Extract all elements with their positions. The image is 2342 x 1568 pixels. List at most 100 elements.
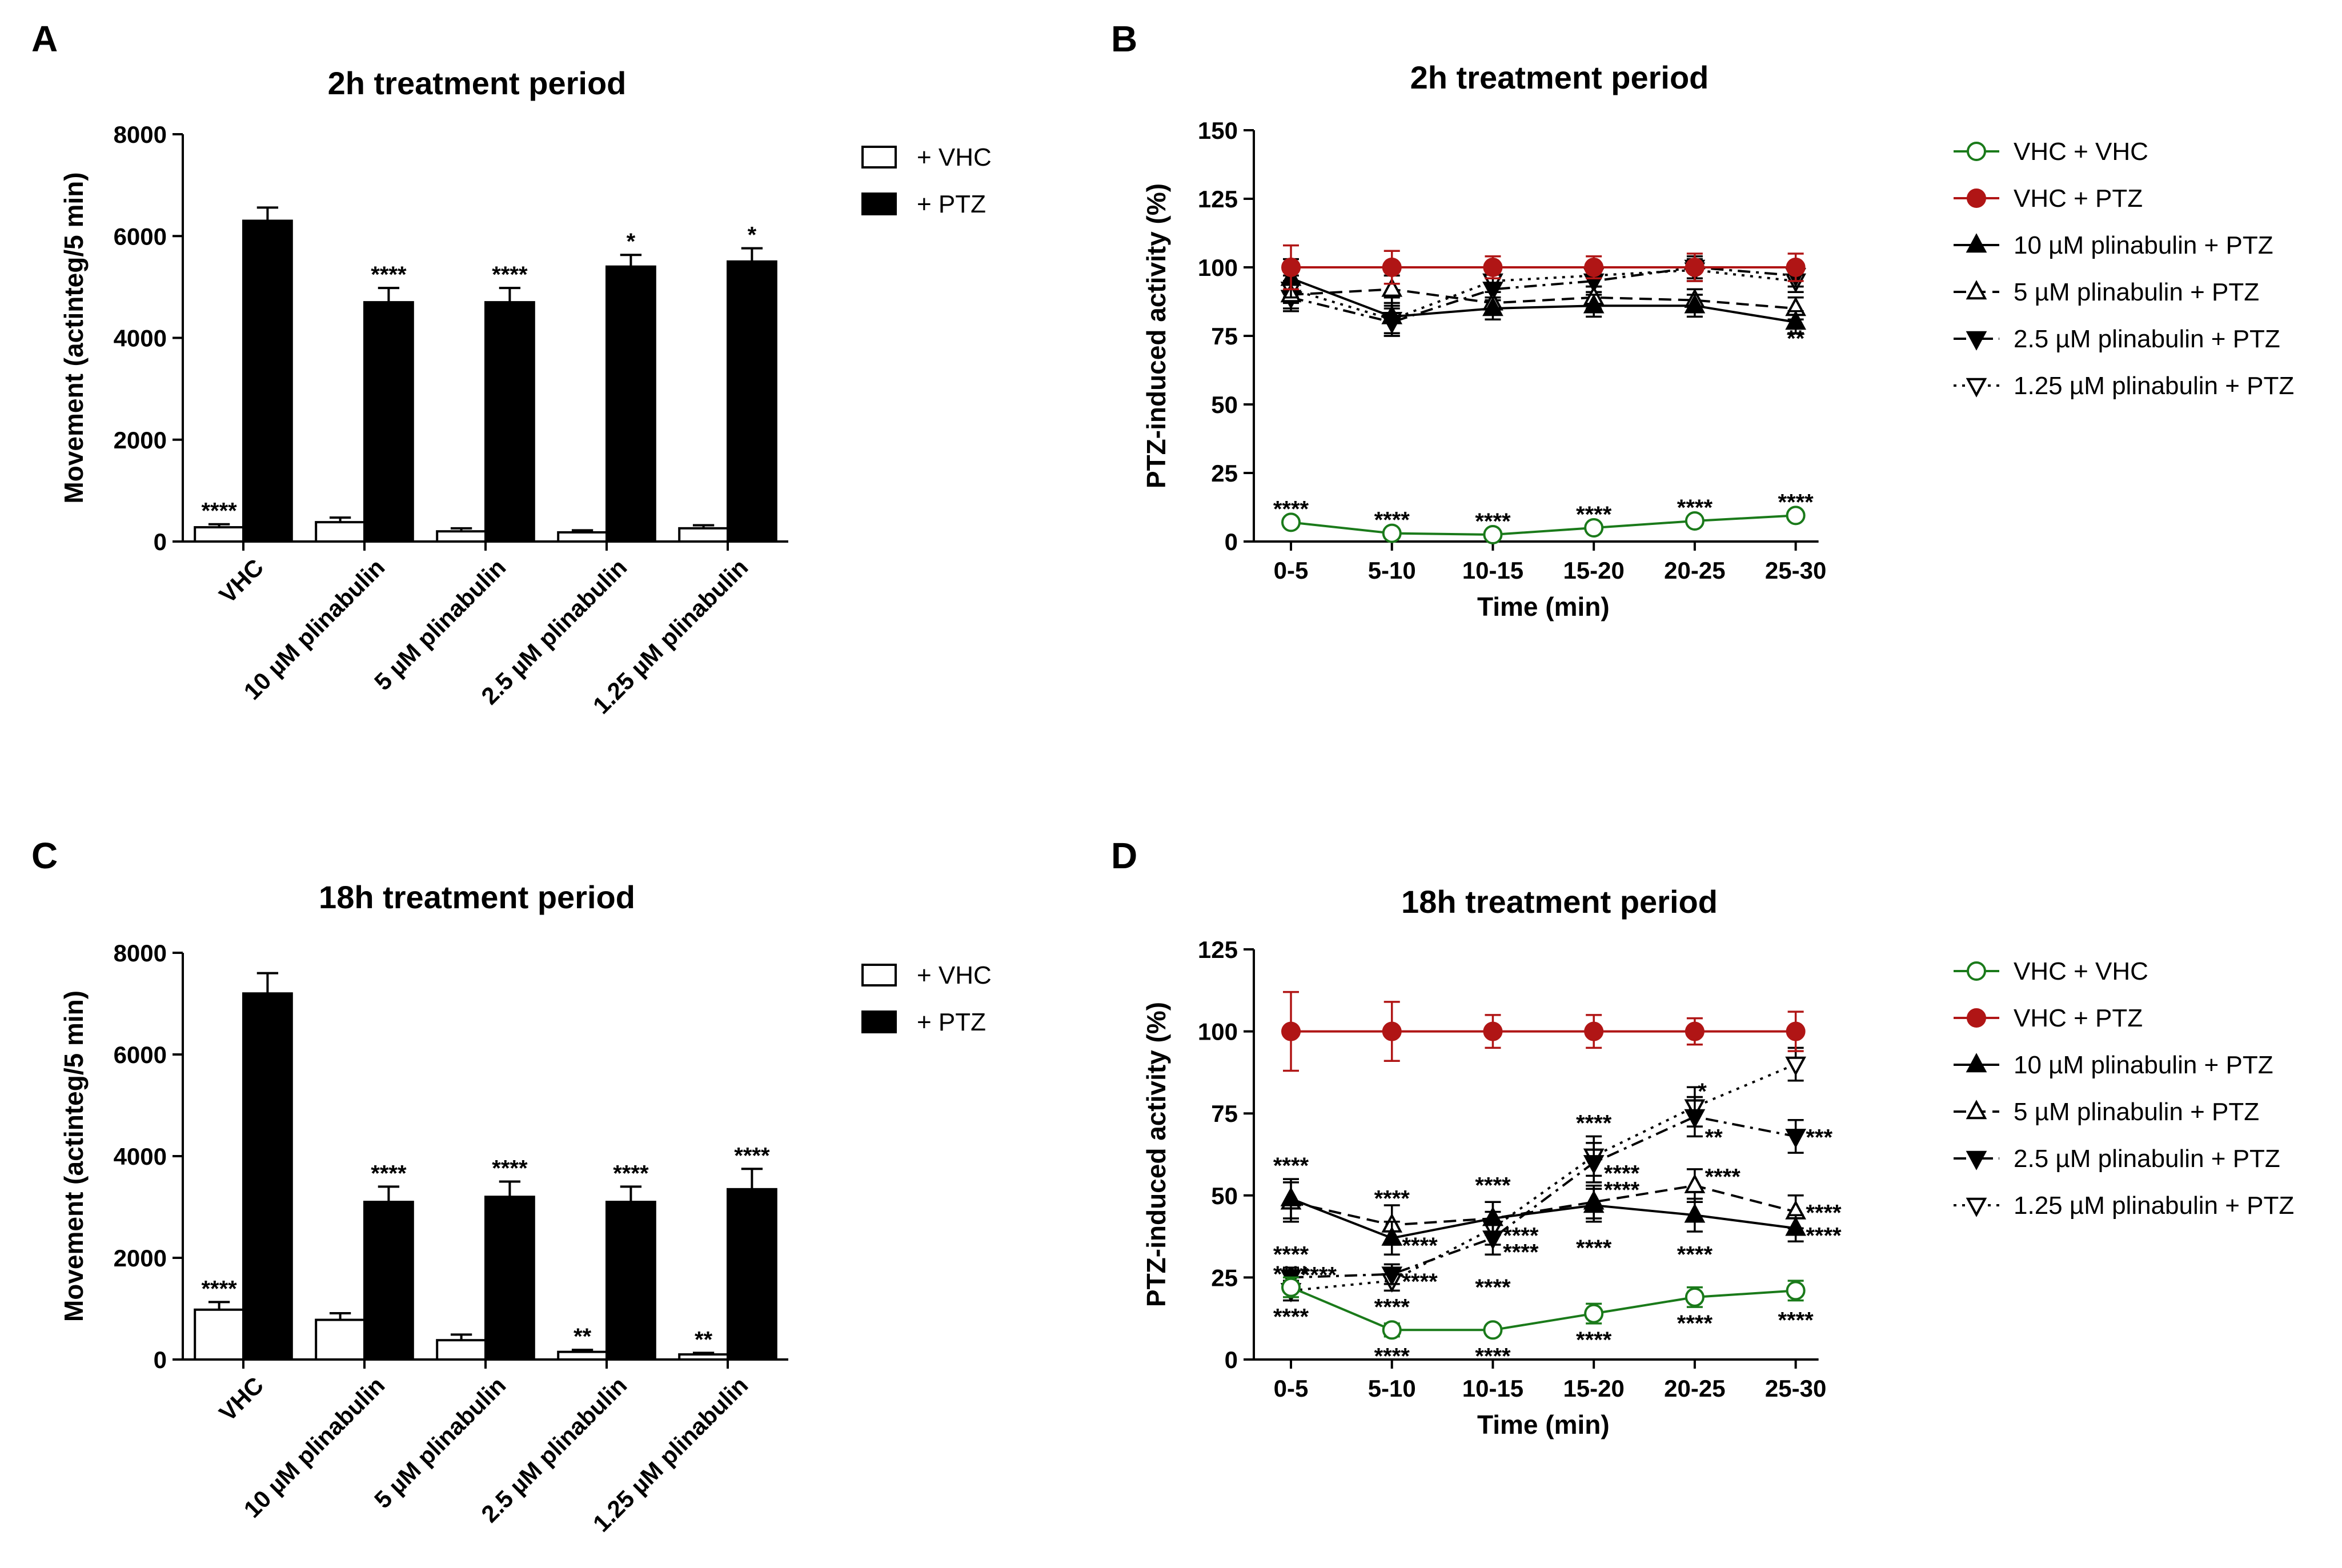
data-point	[1584, 518, 1604, 538]
significance-label: ****	[1402, 1269, 1438, 1294]
legend-marker	[1966, 1100, 1987, 1120]
legend-item: VHC + PTZ	[1954, 185, 2143, 212]
legend-item: 2.5 µM plinabulin + PTZ	[1954, 325, 2280, 353]
series-path	[1290, 1286, 1796, 1332]
legend-label: + PTZ	[917, 190, 986, 218]
significance-label: ****	[1475, 1344, 1511, 1369]
legend-swatch	[861, 1010, 897, 1033]
legend-label: 1.25 µM plinabulin + PTZ	[2014, 1192, 2294, 1220]
legend-label: + VHC	[917, 961, 992, 989]
significance-label: ****	[1374, 1344, 1410, 1369]
legend-marker	[1967, 142, 1986, 161]
legend-item: VHC + VHC	[1954, 957, 2148, 985]
bar	[484, 1196, 535, 1361]
legend-item: 5 µM plinabulin + PTZ	[1954, 1098, 2259, 1126]
data-point	[1483, 258, 1503, 277]
y-axis-label: PTZ-induced activity (%)	[1141, 1002, 1171, 1307]
y-tick-label: 0	[1225, 528, 1238, 555]
bar	[727, 260, 777, 543]
significance-label: ****	[734, 1143, 770, 1168]
significance-label: ****	[1475, 1275, 1511, 1300]
chart-panel-d: D 18h treatment period 0 25 50 75 100 125 PTZ-in…	[1111, 835, 2294, 1439]
significance-label: ****	[1604, 1161, 1640, 1186]
bar	[242, 219, 293, 543]
data-point	[1381, 1266, 1403, 1286]
y-tick-label: 25	[1211, 1264, 1238, 1291]
bar	[315, 1318, 366, 1361]
data-point	[1786, 258, 1806, 277]
data-point	[1583, 1193, 1605, 1213]
significance-label: **	[695, 1327, 713, 1352]
significance-label: ****	[1778, 490, 1814, 515]
series-path	[1290, 266, 1796, 324]
chart-panel-a: A 2h treatment period 0 2000 4000 6000 8000 Mov…	[31, 18, 992, 719]
bar	[605, 1201, 656, 1361]
data-point	[1685, 1287, 1705, 1307]
y-axis-label: Movement (actinteg/5 min)	[59, 990, 89, 1322]
significance-label: *	[748, 223, 757, 248]
legend-swatch	[861, 193, 897, 215]
data-point	[1483, 1021, 1503, 1041]
panel-letter: C	[31, 835, 58, 876]
chart-panel-c: C 18h treatment period 0 2000 4000 6000 8000 Mo…	[31, 835, 992, 1537]
significance-label: ****	[1273, 1305, 1309, 1330]
legend-marker	[1967, 961, 1986, 981]
significance-label: ***	[1806, 1125, 1832, 1150]
series-path	[1290, 1115, 1796, 1279]
significance-label: ****	[1273, 1262, 1309, 1287]
data-point	[1482, 282, 1503, 302]
significance-label: ****	[1778, 1308, 1814, 1333]
x-axis-label: Time (min)	[1477, 592, 1610, 621]
legend-label: VHC + VHC	[2014, 957, 2148, 985]
chart-title: 2h treatment period	[1410, 59, 1709, 95]
series-line	[1281, 506, 1806, 544]
x-tick-label: 0-5	[1274, 1375, 1309, 1402]
significance-label: ****	[1503, 1224, 1539, 1249]
legend-marker	[1966, 331, 1987, 351]
legend-item: + VHC	[861, 143, 992, 171]
y-axis-label: Movement (actinteg/5 min)	[59, 172, 89, 503]
data-point	[1381, 1226, 1403, 1246]
data-point	[1382, 1021, 1402, 1041]
chart-title: 18h treatment period	[319, 879, 635, 915]
bar	[605, 265, 656, 543]
data-point	[1786, 1021, 1806, 1041]
y-tick-label: 0	[154, 528, 167, 555]
y-tick-label: 125	[1198, 936, 1238, 963]
x-tick-label: 20-25	[1664, 557, 1725, 584]
data-point	[1281, 258, 1301, 277]
x-tick-label: 15-20	[1563, 1375, 1624, 1402]
panel-letter: D	[1111, 835, 1137, 876]
significance-label: ****	[492, 262, 528, 287]
series-line	[1281, 990, 1806, 1072]
significance-label: ****	[1475, 1173, 1511, 1198]
significance-label: **	[1705, 1125, 1723, 1150]
significance-label: ****	[1677, 1242, 1713, 1267]
legend-label: 5 µM plinabulin + PTZ	[2014, 1098, 2259, 1126]
y-tick-label: 6000	[114, 223, 167, 250]
data-point	[1684, 1109, 1706, 1129]
x-tick-label: 10-15	[1462, 557, 1523, 584]
legend-marker	[1967, 1008, 1986, 1028]
chart-title: 18h treatment period	[1401, 884, 1718, 920]
data-point	[1786, 506, 1806, 526]
significance-label: ****	[1806, 1224, 1842, 1249]
data-point	[1785, 1056, 1806, 1076]
y-tick-label: 125	[1198, 186, 1238, 212]
bar	[557, 1350, 608, 1361]
bar	[727, 1188, 777, 1361]
data-point	[1381, 304, 1403, 324]
legend-label: VHC + PTZ	[2014, 1004, 2143, 1032]
data-point	[1281, 1277, 1301, 1297]
y-tick-label: 150	[1198, 117, 1238, 144]
data-point	[1684, 1203, 1706, 1223]
significance-label: *	[1698, 1079, 1707, 1104]
data-point	[1382, 1320, 1402, 1340]
y-tick-label: 2000	[114, 1245, 167, 1272]
data-point	[1482, 1206, 1503, 1226]
legend-item: VHC + VHC	[1954, 138, 2148, 166]
significance-label: ****	[1374, 1294, 1410, 1320]
y-tick-label: 8000	[114, 940, 167, 967]
data-point	[1483, 525, 1503, 544]
